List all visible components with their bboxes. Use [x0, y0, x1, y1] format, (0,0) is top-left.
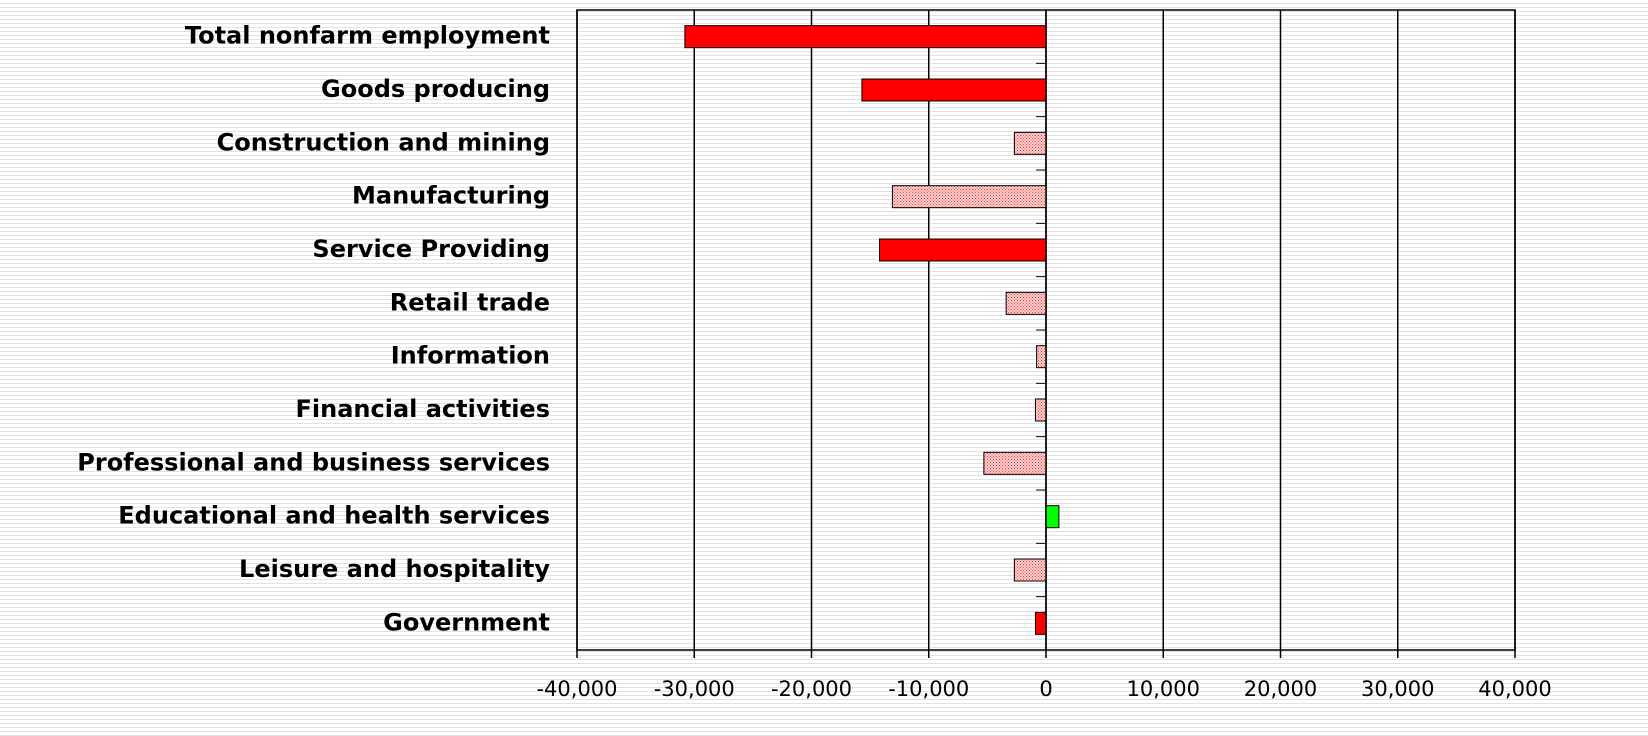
- y-tick-label: Retail trade: [390, 288, 550, 316]
- y-tick-label: Manufacturing: [352, 182, 550, 210]
- x-tick-label: 30,000: [1361, 677, 1434, 701]
- y-tick-label: Educational and health services: [118, 502, 550, 530]
- y-tick-label: Total nonfarm employment: [185, 22, 550, 50]
- bar: [1013, 558, 1047, 582]
- y-tick-label: Goods producing: [321, 75, 550, 103]
- y-tick-label: Professional and business services: [77, 448, 550, 476]
- bar: [684, 25, 1047, 49]
- y-tick-label: Service Providing: [312, 235, 550, 263]
- y-tick-label: Government: [383, 608, 550, 636]
- y-tick-label: Information: [391, 342, 550, 370]
- bar: [1013, 131, 1047, 155]
- x-tick-label: 20,000: [1244, 677, 1317, 701]
- bar: [1005, 291, 1047, 315]
- bar: [1036, 345, 1047, 369]
- x-tick-label: -10,000: [888, 677, 969, 701]
- bar: [983, 451, 1047, 475]
- y-tick-label: Financial activities: [296, 395, 550, 423]
- x-tick-label: 0: [1039, 677, 1052, 701]
- bar: [879, 238, 1047, 262]
- bar: [861, 78, 1047, 102]
- bar: [1034, 611, 1047, 635]
- bar: [1034, 398, 1047, 422]
- y-tick-label: Construction and mining: [217, 128, 550, 156]
- y-tick-label: Leisure and hospitality: [239, 555, 550, 583]
- x-tick-label: 10,000: [1127, 677, 1200, 701]
- x-tick-label: -20,000: [771, 677, 852, 701]
- bar: [891, 185, 1047, 209]
- x-tick-label: 40,000: [1478, 677, 1551, 701]
- bar: [1045, 505, 1060, 529]
- x-tick-label: -30,000: [654, 677, 735, 701]
- x-tick-label: -40,000: [536, 677, 617, 701]
